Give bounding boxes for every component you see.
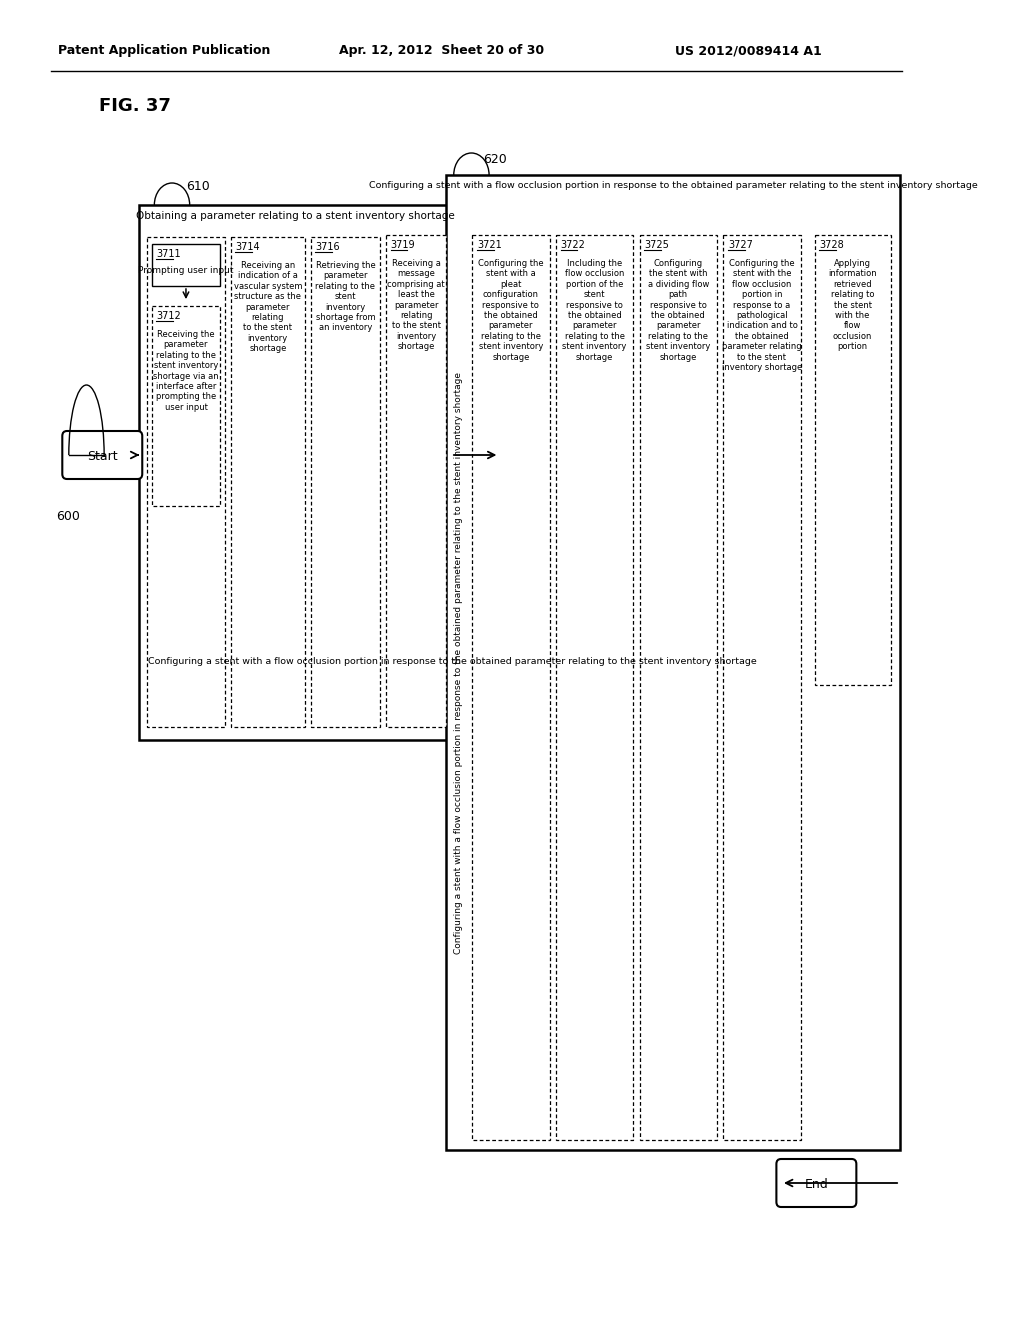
FancyBboxPatch shape [776, 1159, 856, 1206]
Text: 3722: 3722 [561, 240, 586, 249]
Text: 620: 620 [483, 153, 507, 166]
Bar [386, 235, 446, 727]
Text: Obtaining a parameter relating to a stent inventory shortage: Obtaining a parameter relating to a sten… [136, 211, 455, 220]
Bar [146, 238, 225, 727]
Text: Configuring a stent with a flow occlusion portion in response to the obtained pa: Configuring a stent with a flow occlusio… [454, 371, 463, 953]
Bar [230, 238, 305, 727]
Bar [310, 238, 380, 727]
Bar [139, 205, 451, 741]
Bar [472, 235, 550, 1140]
Text: FIG. 37: FIG. 37 [99, 96, 171, 115]
Text: 3716: 3716 [315, 242, 340, 252]
Bar [446, 176, 900, 1150]
Text: 3727: 3727 [728, 240, 753, 249]
Text: Applying
information
retrieved
relating to
the stent
with the
flow
occlusion
por: Applying information retrieved relating … [828, 259, 877, 351]
Text: 3711: 3711 [157, 249, 181, 259]
Text: 3712: 3712 [157, 312, 181, 321]
Text: 600: 600 [55, 510, 80, 523]
Text: Configuring the
stent with the
flow occlusion
portion in
response to a
pathologi: Configuring the stent with the flow occl… [722, 259, 802, 372]
Text: 3725: 3725 [644, 240, 670, 249]
Text: Configuring a stent with a flow occlusion portion in response to the obtained pa: Configuring a stent with a flow occlusio… [369, 181, 978, 190]
Text: Prompting user input: Prompting user input [138, 267, 233, 275]
Text: 3714: 3714 [236, 242, 260, 252]
Text: Configuring the
stent with a
pleat
configuration
responsive to
the obtained
para: Configuring the stent with a pleat confi… [478, 259, 544, 362]
Bar [556, 235, 633, 1140]
Text: 3728: 3728 [819, 240, 844, 249]
Text: Retrieving the
parameter
relating to the
stent
inventory
shortage from
an invent: Retrieving the parameter relating to the… [315, 261, 376, 333]
Bar [152, 306, 220, 506]
Text: Receiving a
message
comprising at
least the
parameter
relating
to the stent
inve: Receiving a message comprising at least … [387, 259, 444, 351]
Text: 610: 610 [186, 180, 210, 193]
Text: Including the
flow occlusion
portion of the
stent
responsive to
the obtained
par: Including the flow occlusion portion of … [562, 259, 627, 362]
Text: Receiving an
indication of a
vascular system
structure as the
parameter
relating: Receiving an indication of a vascular sy… [233, 261, 302, 354]
Bar [640, 235, 717, 1140]
FancyBboxPatch shape [62, 432, 142, 479]
Text: 3721: 3721 [477, 240, 502, 249]
Text: Patent Application Publication: Patent Application Publication [57, 44, 270, 57]
Bar [723, 235, 801, 1140]
Text: Start: Start [87, 450, 118, 462]
Text: Configuring a stent with a flow occlusion portion in response to the obtained pa: Configuring a stent with a flow occlusio… [147, 657, 757, 667]
Text: Configuring
the stent with
a dividing flow
path
responsive to
the obtained
param: Configuring the stent with a dividing fl… [646, 259, 711, 362]
Bar [152, 244, 220, 286]
Text: 3719: 3719 [390, 240, 415, 249]
Text: Receiving the
parameter
relating to the
stent inventory
shortage via an
interfac: Receiving the parameter relating to the … [154, 330, 219, 412]
Text: End: End [805, 1177, 828, 1191]
Bar [814, 235, 891, 685]
Text: Apr. 12, 2012  Sheet 20 of 30: Apr. 12, 2012 Sheet 20 of 30 [339, 44, 545, 57]
Text: US 2012/0089414 A1: US 2012/0089414 A1 [675, 44, 822, 57]
